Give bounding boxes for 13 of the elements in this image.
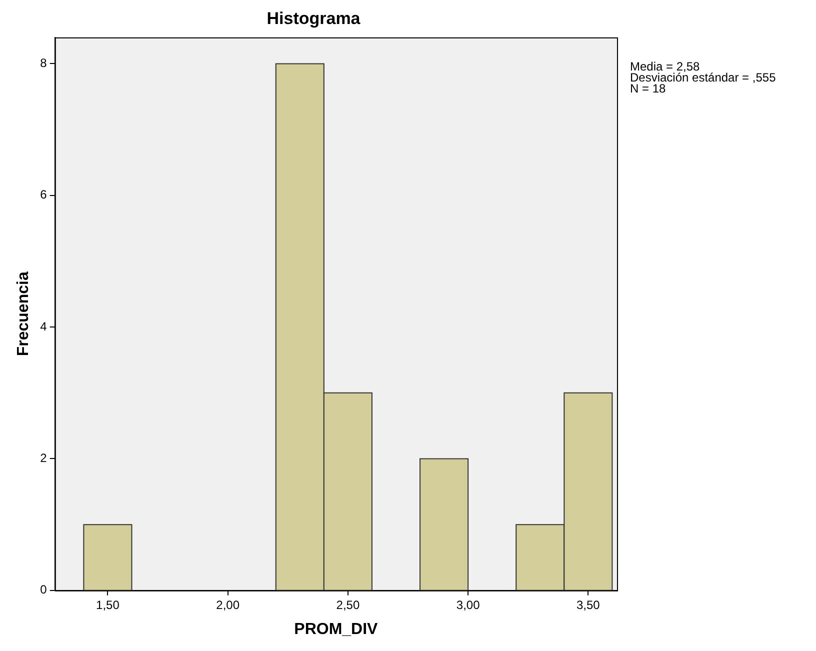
x-tick-label: 1,50 [96,598,120,612]
x-tick-label: 3,50 [576,598,600,612]
chart-title: Histograma [266,8,361,28]
x-tick-label: 2,50 [336,598,360,612]
y-tick-label: 2 [40,451,48,466]
y-tick-label: 4 [40,319,48,334]
x-axis-title: PROM_DIV [294,620,378,638]
y-tick-label: 8 [40,56,48,70]
x-tick-label: 2,00 [216,598,240,612]
y-tick-label: 0 [40,582,48,597]
y-tick-label: 6 [40,188,48,202]
x-tick-label: 3,00 [456,598,480,612]
y-axis-title: Frecuencia [15,272,32,356]
